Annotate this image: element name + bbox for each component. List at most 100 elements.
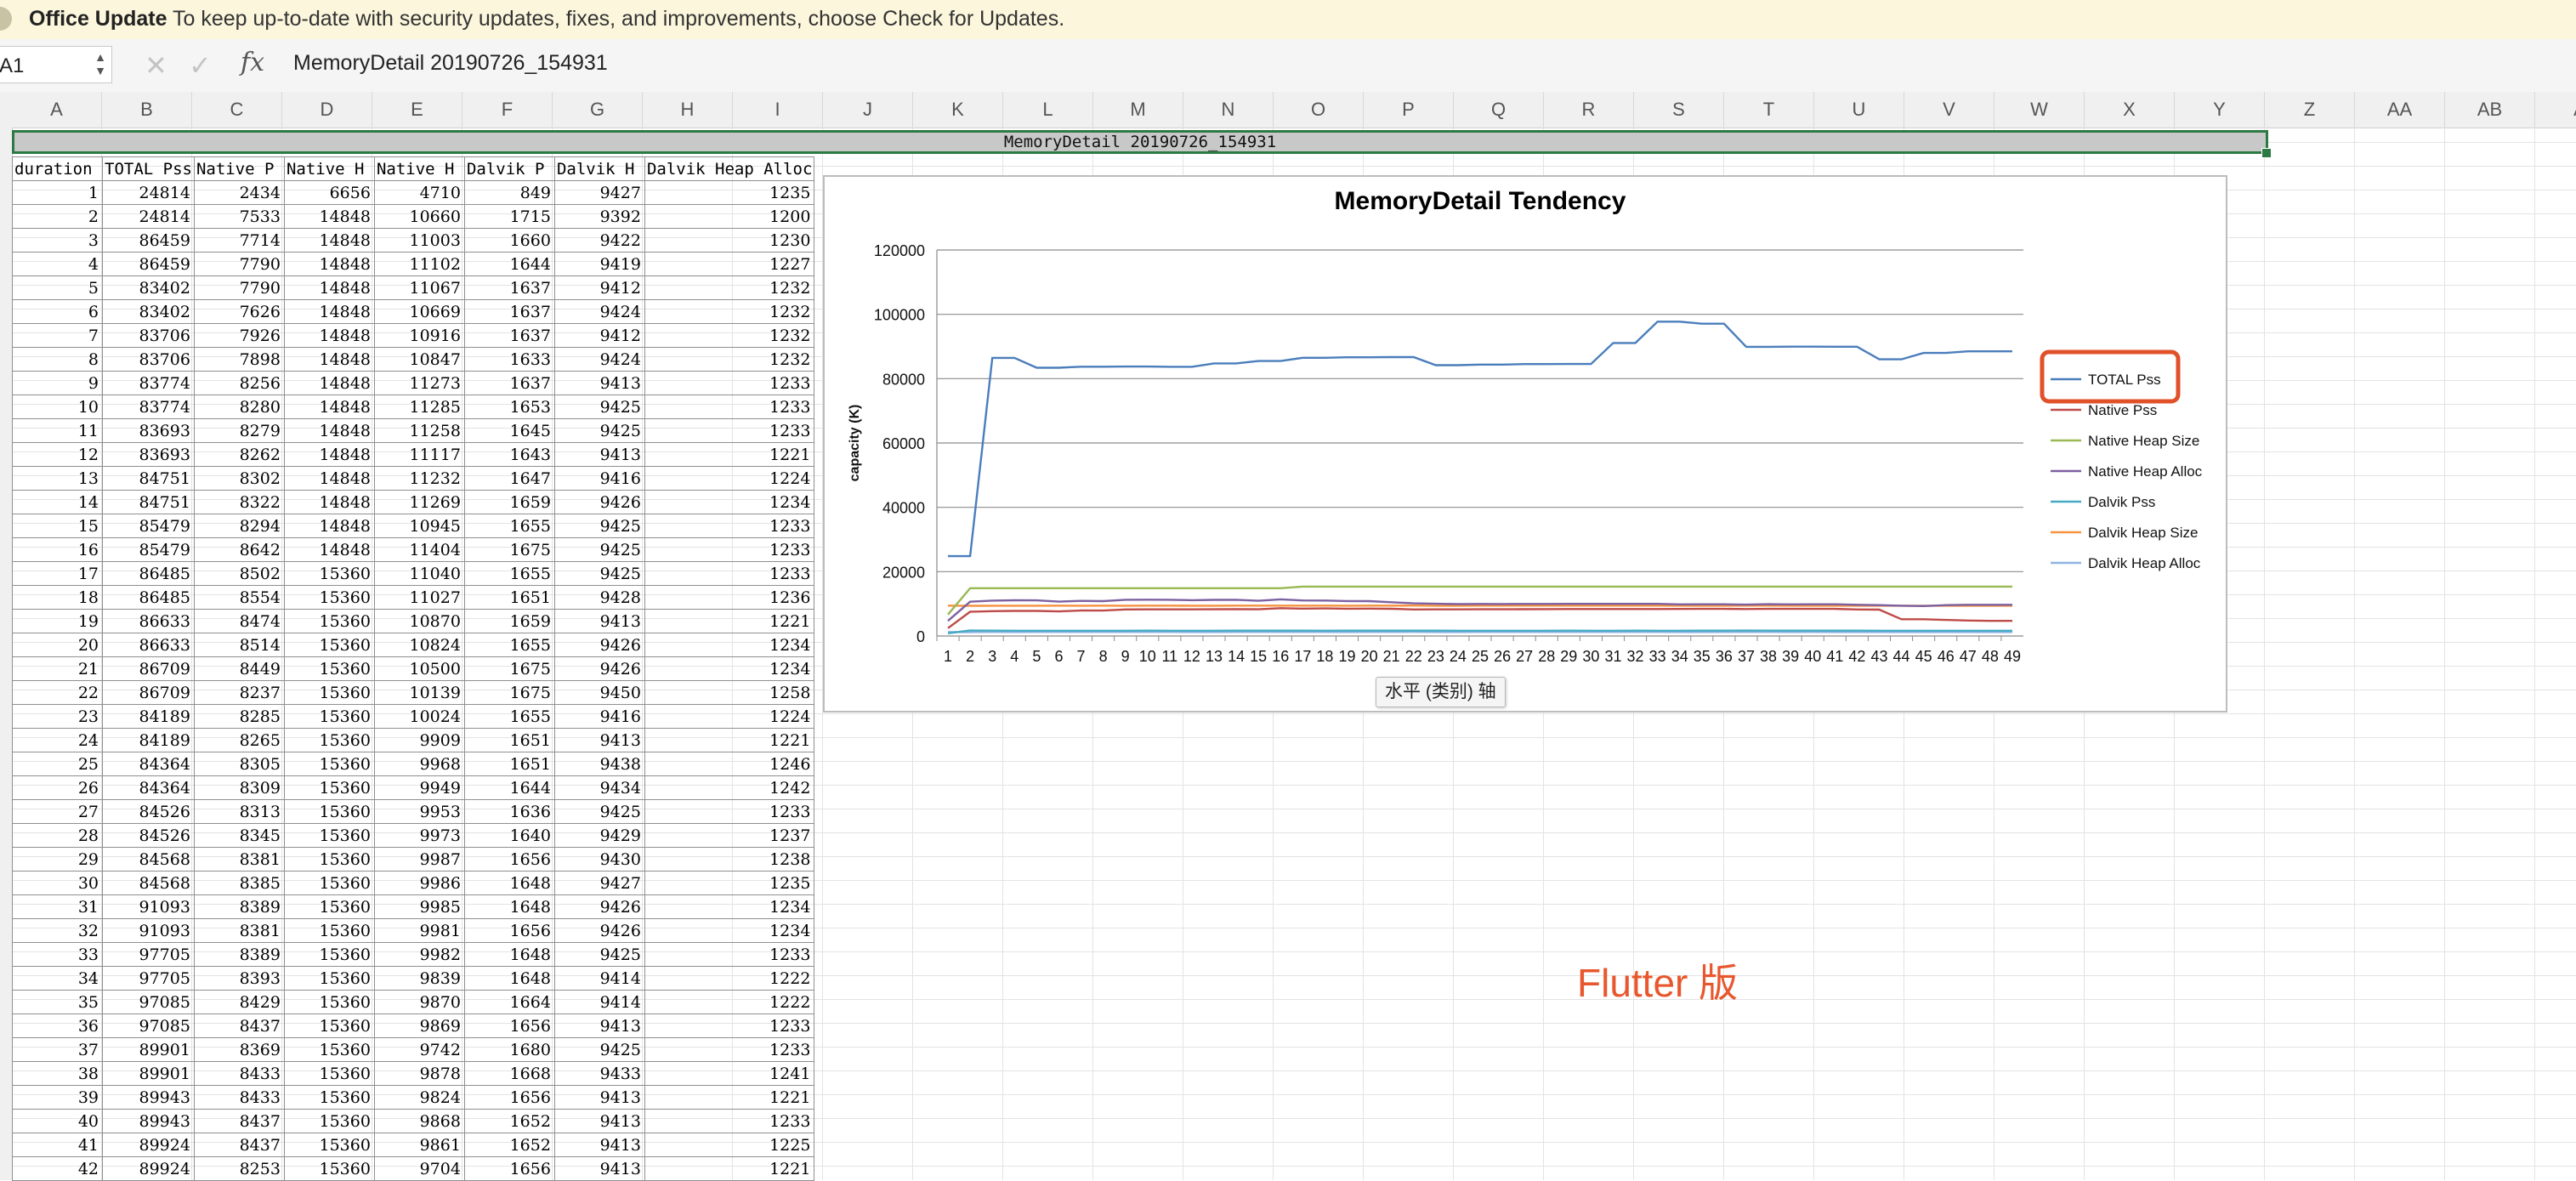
table-header-cell[interactable]: TOTAL Pss [103, 157, 195, 181]
table-cell[interactable]: 9839 [374, 967, 464, 991]
table-cell[interactable]: 1258 [644, 681, 814, 705]
column-header-w[interactable]: W [1994, 92, 2085, 128]
table-cell[interactable]: 8369 [194, 1038, 284, 1062]
table-cell[interactable]: 8385 [194, 872, 284, 895]
table-cell[interactable]: 16 [13, 538, 103, 562]
table-cell[interactable]: 1233 [644, 1038, 814, 1062]
column-header-r[interactable]: R [1544, 92, 1634, 128]
table-cell[interactable]: 9425 [554, 538, 644, 562]
table-cell[interactable]: 1238 [644, 848, 814, 872]
column-header-c[interactable]: C [192, 92, 282, 128]
table-cell[interactable]: 84189 [103, 729, 195, 752]
close-icon[interactable] [0, 7, 12, 31]
table-cell[interactable]: 15360 [284, 633, 374, 657]
table-cell[interactable]: 20 [13, 633, 103, 657]
table-cell[interactable]: 9425 [554, 1038, 644, 1062]
table-cell[interactable]: 1237 [644, 824, 814, 848]
column-header-y[interactable]: Y [2175, 92, 2265, 128]
table-cell[interactable]: 9426 [554, 633, 644, 657]
table-cell[interactable]: 9413 [554, 443, 644, 467]
table-cell[interactable]: 1647 [464, 467, 554, 491]
table-header-cell[interactable]: duration [13, 157, 103, 181]
table-header-cell[interactable]: Dalvik H [554, 157, 644, 181]
table-cell[interactable]: 11285 [374, 395, 464, 419]
table-cell[interactable]: 13 [13, 467, 103, 491]
table-cell[interactable]: 9413 [554, 610, 644, 633]
table-cell[interactable]: 9870 [374, 991, 464, 1014]
table-cell[interactable]: 84751 [103, 467, 195, 491]
table-cell[interactable]: 84364 [103, 752, 195, 776]
table-cell[interactable]: 9438 [554, 752, 644, 776]
table-cell[interactable]: 9953 [374, 800, 464, 824]
table-cell[interactable]: 1234 [644, 919, 814, 943]
table-cell[interactable]: 84568 [103, 872, 195, 895]
table-cell[interactable]: 9412 [554, 276, 644, 300]
table-cell[interactable]: 8285 [194, 705, 284, 729]
table-cell[interactable]: 1648 [464, 967, 554, 991]
table-cell[interactable]: 8474 [194, 610, 284, 633]
column-header-p[interactable]: P [1364, 92, 1454, 128]
table-cell[interactable]: 9909 [374, 729, 464, 752]
table-cell[interactable]: 84568 [103, 848, 195, 872]
table-cell[interactable]: 83774 [103, 372, 195, 395]
table-cell[interactable]: 1235 [644, 181, 814, 205]
table-cell[interactable]: 10024 [374, 705, 464, 729]
table-cell[interactable]: 14848 [284, 372, 374, 395]
table-cell[interactable]: 1675 [464, 657, 554, 681]
table-cell[interactable]: 9422 [554, 229, 644, 253]
table-cell[interactable]: 24814 [103, 205, 195, 229]
table-cell[interactable]: 9982 [374, 943, 464, 967]
table-cell[interactable]: 8256 [194, 372, 284, 395]
selection-fill-handle[interactable] [2261, 148, 2272, 158]
table-cell[interactable]: 9704 [374, 1157, 464, 1181]
table-cell[interactable]: 9878 [374, 1062, 464, 1086]
table-cell[interactable]: 15360 [284, 752, 374, 776]
table-cell[interactable]: 14848 [284, 491, 374, 514]
table-cell[interactable]: 1680 [464, 1038, 554, 1062]
table-header-cell[interactable]: Native H [284, 157, 374, 181]
table-cell[interactable]: 10870 [374, 610, 464, 633]
table-cell[interactable]: 40 [13, 1110, 103, 1133]
column-header-j[interactable]: J [823, 92, 913, 128]
table-cell[interactable]: 83706 [103, 348, 195, 372]
table-cell[interactable]: 1224 [644, 705, 814, 729]
table-cell[interactable]: 9425 [554, 943, 644, 967]
table-cell[interactable]: 8279 [194, 419, 284, 443]
table-cell[interactable]: 15360 [284, 610, 374, 633]
table-cell[interactable]: 9413 [554, 1133, 644, 1157]
table-cell[interactable]: 9968 [374, 752, 464, 776]
table-cell[interactable]: 97705 [103, 967, 195, 991]
table-cell[interactable]: 97085 [103, 991, 195, 1014]
table-cell[interactable]: 8502 [194, 562, 284, 586]
table-cell[interactable]: 9425 [554, 395, 644, 419]
table-cell[interactable]: 89943 [103, 1110, 195, 1133]
table-cell[interactable]: 1659 [464, 491, 554, 514]
table-cell[interactable]: 15360 [284, 1110, 374, 1133]
table-cell[interactable]: 24 [13, 729, 103, 752]
table-cell[interactable]: 7926 [194, 324, 284, 348]
table-cell[interactable]: 8253 [194, 1157, 284, 1181]
table-cell[interactable]: 83774 [103, 395, 195, 419]
table-cell[interactable]: 1645 [464, 419, 554, 443]
table-cell[interactable]: 86633 [103, 610, 195, 633]
table-cell[interactable]: 1233 [644, 538, 814, 562]
column-header-o[interactable]: O [1274, 92, 1364, 128]
table-cell[interactable]: 7714 [194, 229, 284, 253]
table-cell[interactable]: 32 [13, 919, 103, 943]
table-cell[interactable]: 91093 [103, 895, 195, 919]
table-cell[interactable]: 1233 [644, 395, 814, 419]
table-cell[interactable]: 1230 [644, 229, 814, 253]
table-cell[interactable]: 11040 [374, 562, 464, 586]
table-cell[interactable]: 11027 [374, 586, 464, 610]
table-cell[interactable]: 11003 [374, 229, 464, 253]
table-cell[interactable]: 1221 [644, 1157, 814, 1181]
table-cell[interactable]: 1656 [464, 919, 554, 943]
table-cell[interactable]: 9986 [374, 872, 464, 895]
table-cell[interactable]: 1234 [644, 657, 814, 681]
formula-input[interactable]: MemoryDetail 20190726_154931 [293, 51, 608, 76]
table-cell[interactable]: 1232 [644, 348, 814, 372]
table-cell[interactable]: 8280 [194, 395, 284, 419]
table-cell[interactable]: 24814 [103, 181, 195, 205]
table-cell[interactable]: 1236 [644, 586, 814, 610]
table-cell[interactable]: 85479 [103, 538, 195, 562]
